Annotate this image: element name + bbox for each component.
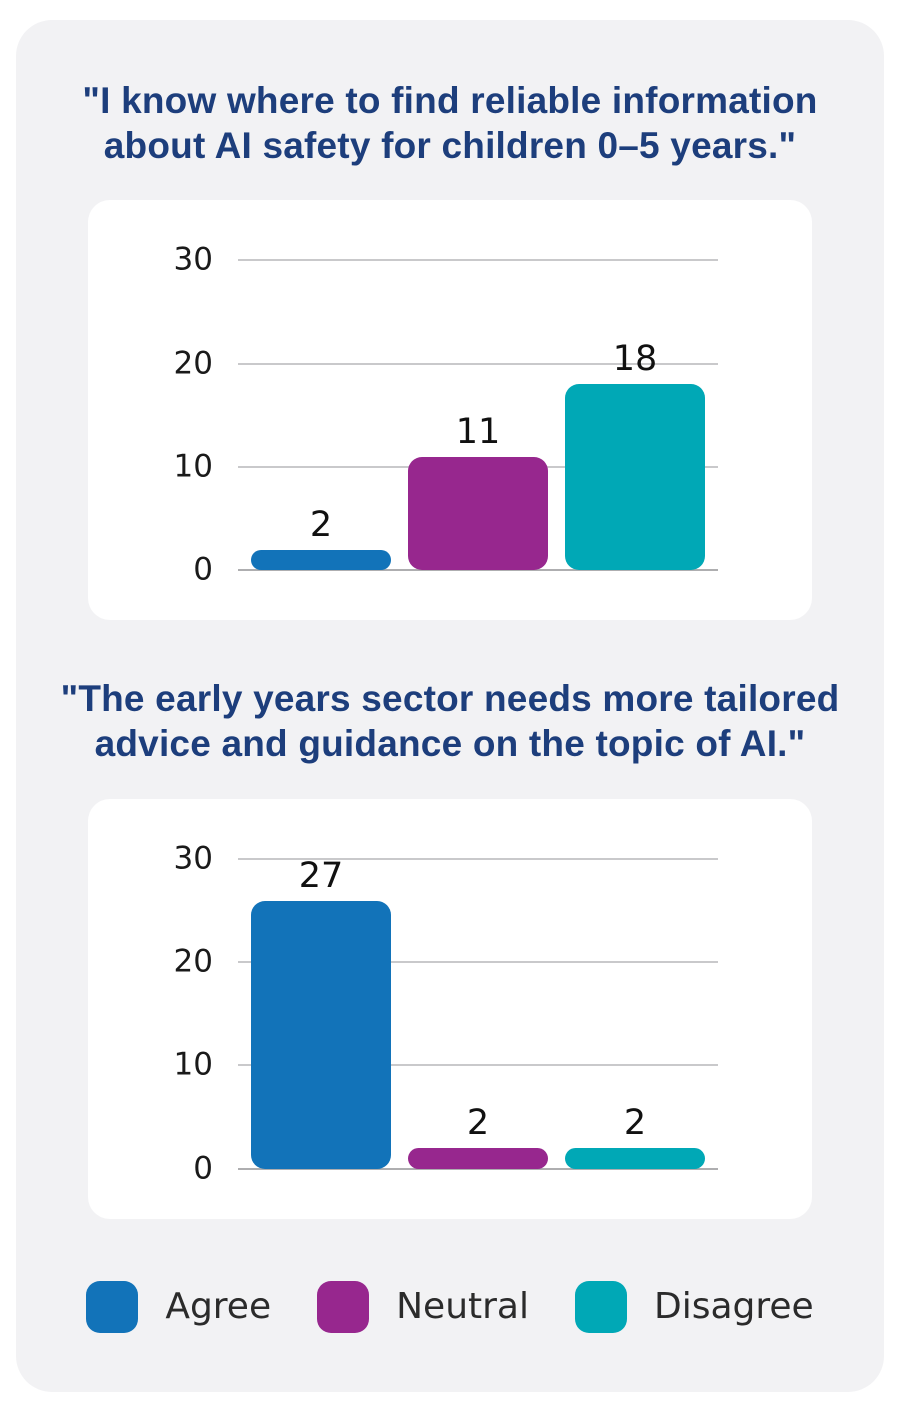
chart-2-bars: 27 2 2 (238, 855, 718, 1169)
legend-item-neutral: Neutral (317, 1280, 529, 1333)
bar-group-disagree: 2 (565, 859, 705, 1169)
bar-agree (251, 900, 391, 1169)
chart-2-y-axis: 30 20 10 0 (88, 843, 238, 1184)
bar-neutral (408, 456, 548, 571)
bar-group-disagree: 18 (565, 260, 705, 571)
bar-value-label-disagree: 2 (623, 1102, 647, 1143)
bar-disagree (565, 1147, 705, 1169)
legend-label-neutral: Neutral (396, 1285, 529, 1327)
chart-2-gridlines (238, 857, 718, 1170)
chart-2-card: 30 20 10 0 27 2 2 (88, 798, 812, 1219)
y-tick-label-20: 20 (173, 943, 213, 980)
legend-label-agree: Agree (165, 1285, 272, 1327)
legend-item-disagree: Disagree (574, 1280, 814, 1333)
bar-group-agree: 27 (251, 855, 391, 1169)
y-tick-label-30: 30 (173, 840, 213, 876)
chart-1-title: "I know where to find reliable informati… (82, 80, 818, 167)
agree-color-swatch (86, 1280, 139, 1333)
chart-1-y-axis: 30 20 10 0 (88, 244, 238, 585)
y-tick-label-30: 30 (173, 241, 213, 278)
chart-1-card: 30 20 10 0 2 11 18 (88, 200, 812, 621)
chart-legend: Agree Neutral Disagree (16, 1280, 884, 1333)
y-tick-label-0: 0 (193, 551, 213, 588)
bar-group-neutral: 11 (408, 260, 548, 571)
gridline-0 (238, 1167, 718, 1170)
y-tick-label-0: 0 (193, 1150, 213, 1186)
bar-neutral (408, 1147, 548, 1169)
bar-value-label-neutral: 11 (455, 411, 501, 452)
legend-item-agree: Agree (86, 1280, 272, 1333)
gridline-30 (238, 857, 718, 860)
gridline-20 (238, 362, 718, 365)
disagree-color-swatch (574, 1280, 627, 1333)
y-tick-label-20: 20 (173, 345, 213, 382)
gridline-20 (238, 960, 718, 963)
chart-1-plot: 30 20 10 0 2 11 18 (88, 200, 812, 620)
bar-agree (251, 549, 391, 571)
legend-label-disagree: Disagree (653, 1285, 814, 1327)
gridline-30 (238, 259, 718, 262)
bar-value-label-agree: 2 (309, 504, 333, 545)
bar-value-label-neutral: 2 (466, 1102, 490, 1143)
bar-group-neutral: 2 (408, 859, 548, 1169)
bar-value-label-agree: 27 (298, 855, 344, 896)
chart-2-plot: 30 20 10 0 27 2 2 (88, 799, 812, 1219)
bar-group-agree: 2 (251, 260, 391, 571)
bar-disagree (565, 384, 705, 571)
chart-2-title: "The early years sector needs more tailo… (60, 678, 840, 765)
y-tick-label-10: 10 (173, 448, 213, 485)
bar-value-label-disagree: 18 (612, 339, 658, 380)
gridline-0 (238, 569, 718, 572)
neutral-color-swatch (317, 1280, 370, 1333)
y-tick-label-10: 10 (173, 1046, 213, 1083)
survey-results-panel: "I know where to find reliable informati… (16, 20, 884, 1392)
gridline-10 (238, 1064, 718, 1067)
chart-1-bars: 2 11 18 (238, 260, 718, 571)
